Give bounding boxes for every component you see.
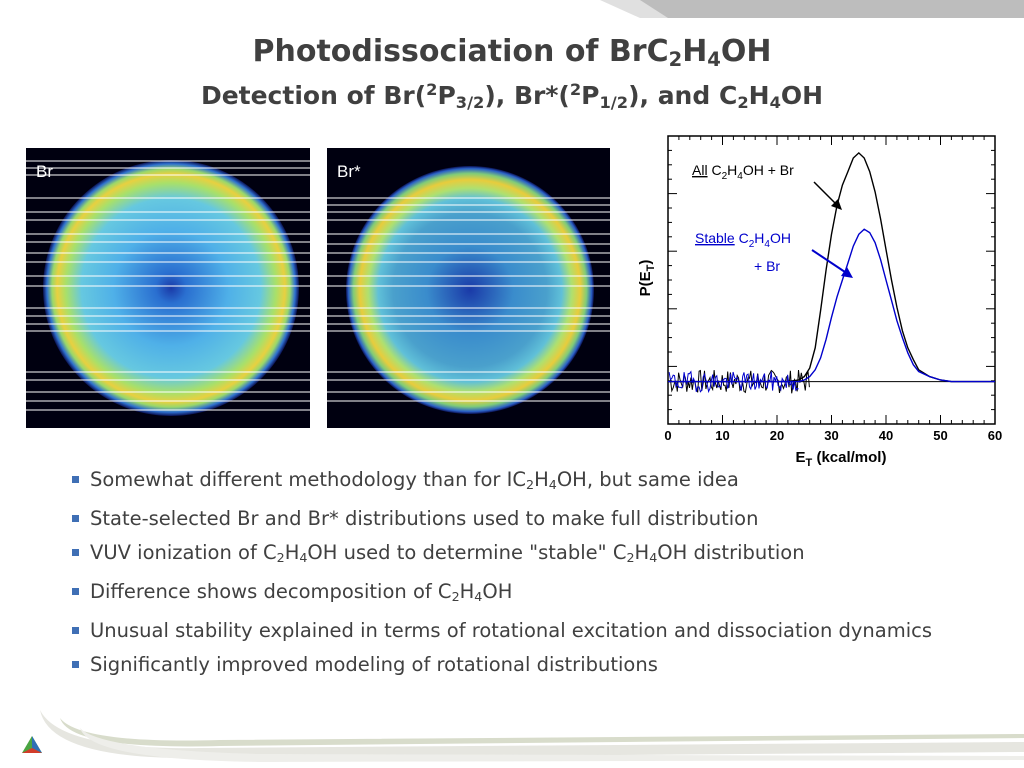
slide-title: Photodissociation of BrC2H4OH xyxy=(252,34,772,71)
bullet-item: Somewhat different methodology than for … xyxy=(70,466,950,498)
bullet-marker xyxy=(72,515,79,523)
br-ring-graphic xyxy=(26,148,310,428)
bullet-marker xyxy=(72,588,79,596)
x-tick-label: 60 xyxy=(988,428,1002,443)
x-tick-label: 50 xyxy=(933,428,947,443)
bullet-marker xyxy=(72,549,79,557)
x-tick-label: 0 xyxy=(664,428,671,443)
bullet-marker xyxy=(72,476,79,483)
br-star-image-label: Br* xyxy=(337,162,361,181)
x-tick-label: 30 xyxy=(824,428,838,443)
bullet-item: Difference shows decomposition of C2H4OH xyxy=(70,578,950,610)
bottom-decoration xyxy=(22,710,1024,762)
top-decoration xyxy=(600,0,1024,18)
annotation-stable-arrowhead xyxy=(841,267,853,278)
bullet-list: Somewhat different methodology than for … xyxy=(70,466,950,685)
x-tick-labels: 0 10 20 30 40 50 60 xyxy=(664,428,1002,443)
annotation-all: All C2H4OH + Br xyxy=(692,162,794,182)
bullet-item: Significantly improved modeling of rotat… xyxy=(70,651,950,678)
br-star-velocity-map-image: Br* xyxy=(327,148,610,428)
annotation-stable: Stable C2H4OH xyxy=(695,230,791,250)
bullet-marker xyxy=(72,661,79,669)
x-tick-label: 40 xyxy=(879,428,893,443)
logo-icon xyxy=(22,736,42,753)
bullet-item: VUV ionization of C2H4OH used to determi… xyxy=(70,539,950,571)
x-tick-label: 10 xyxy=(715,428,729,443)
br-slice-lines xyxy=(26,160,310,411)
annotation-stable-arrow xyxy=(811,249,849,275)
br-image-label: Br xyxy=(36,162,53,181)
noise-blue xyxy=(668,370,799,394)
y-axis-label: P(ET) xyxy=(637,260,657,297)
br-velocity-map-image: Br xyxy=(26,148,310,428)
annotation-stable-line2: + Br xyxy=(754,258,780,274)
bullet-item: Unusual stability explained in terms of … xyxy=(70,617,950,644)
energy-distribution-chart: 0 10 20 30 40 50 60 ET (kcal/mol) P(ET) All C2… xyxy=(637,135,1002,469)
slide-subtitle: Detection of Br(2P3/2), Br*(2P1/2), and … xyxy=(200,80,824,112)
br-star-slice-lines xyxy=(327,197,610,402)
br-star-ring-graphic xyxy=(327,148,610,428)
x-axis-label: ET (kcal/mol) xyxy=(796,449,887,469)
bullet-item: State-selected Br and Br* distributions … xyxy=(70,505,950,532)
annotation-all-arrowhead xyxy=(831,199,842,210)
bullet-marker xyxy=(72,627,79,635)
annotation-all-arrow xyxy=(813,181,839,207)
x-tick-label: 20 xyxy=(770,428,784,443)
